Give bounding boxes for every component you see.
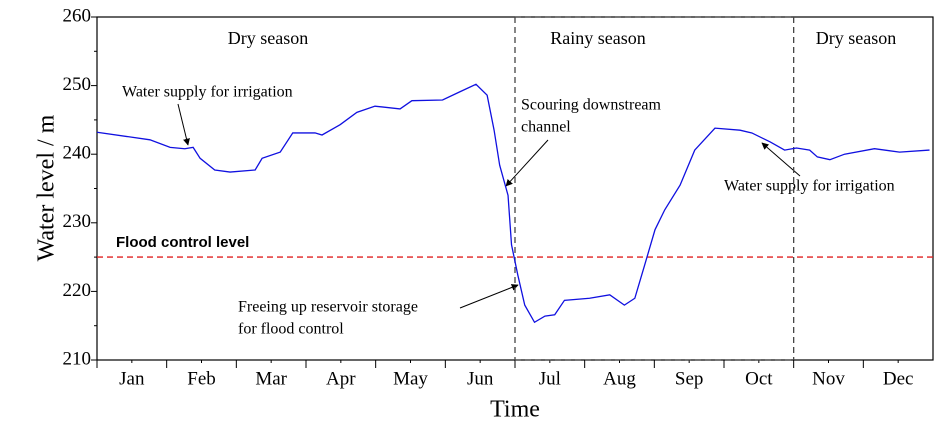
y-tick-label: 250 <box>63 74 92 95</box>
annotation: for flood control <box>238 321 344 338</box>
x-tick-label: Jan <box>119 368 145 389</box>
season-label: Rainy season <box>550 28 645 48</box>
x-tick-label: Jul <box>539 368 561 389</box>
x-tick-label: Dec <box>883 368 914 389</box>
annotation: Scouring downstream <box>521 97 662 114</box>
x-tick-label: Oct <box>745 368 773 389</box>
flood-label: Flood control level <box>116 234 249 251</box>
x-tick-label: Mar <box>255 368 287 389</box>
y-tick-label: 240 <box>63 143 92 164</box>
x-tick-label: Nov <box>812 368 845 389</box>
x-axis-label: Time <box>490 397 540 423</box>
y-tick-label: 210 <box>63 348 92 369</box>
annotation: Water supply for irrigation <box>724 178 895 195</box>
season-label: Dry season <box>816 28 896 48</box>
y-tick-label: 260 <box>63 5 92 26</box>
y-axis-label: Water level / m <box>34 114 60 261</box>
x-tick-label: Feb <box>187 368 216 389</box>
y-tick-label: 230 <box>63 211 92 232</box>
x-tick-label: Aug <box>603 368 636 389</box>
x-tick-label: May <box>393 368 428 389</box>
annotation: Freeing up reservoir storage <box>238 299 418 316</box>
x-tick-label: Jun <box>467 368 494 389</box>
annotation-arrow <box>505 139 549 187</box>
x-tick-label: Apr <box>326 368 356 389</box>
season-label: Dry season <box>228 28 308 48</box>
annotation: Water supply for irrigation <box>122 84 293 101</box>
annotation: channel <box>521 119 571 136</box>
water-level-line <box>96 83 930 324</box>
annotation-arrow <box>177 103 190 146</box>
x-tick-label: Sep <box>675 368 704 389</box>
annotation-arrow <box>459 284 519 309</box>
y-tick-label: 220 <box>63 280 92 301</box>
